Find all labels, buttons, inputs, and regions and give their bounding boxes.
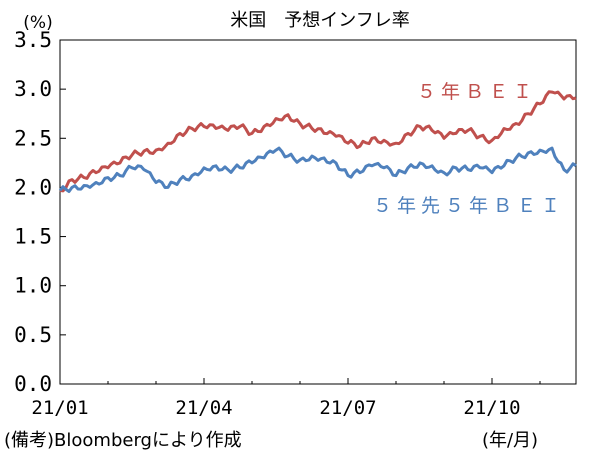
y-tick-label: 1.5 [14,225,52,249]
series-lines [58,90,577,193]
y-tick-label: 2.5 [14,126,52,150]
x-tick-label: 21/01 [31,397,88,419]
series-label-5y5y-bei: ５年先５年ＢＥＩ [373,195,565,217]
plot-border [59,39,577,385]
x-tick-label: 21/04 [175,397,232,419]
y-tick-label: 2.0 [14,175,52,199]
y-axis-unit: (%) [23,13,52,33]
series-line-5y5y-bei [58,146,577,193]
plot-area [59,39,577,385]
x-tick-label: 21/07 [319,397,376,419]
y-tick-label: 1.0 [14,274,52,298]
y-tick-label: 3.5 [14,28,52,52]
series-label-5y-bei: ５年ＢＥＩ [417,81,537,103]
y-tick-label: 0.5 [14,323,52,347]
y-tick-label: 0.0 [14,372,52,396]
source-note: (備考)Bloombergにより作成 [4,430,242,451]
series-line-5y-bei [59,90,577,193]
x-axis-unit: (年/月) [482,430,538,451]
x-axis: 21/01 21/04 21/07 21/10 [31,378,541,419]
x-tick-label: 21/10 [463,397,520,419]
chart-title: 米国 予想インフレ率 [230,10,409,31]
y-axis: 0.0 0.5 1.0 1.5 2.0 2.5 3.0 3.5 [14,28,66,396]
y-tick-label: 3.0 [14,77,52,101]
